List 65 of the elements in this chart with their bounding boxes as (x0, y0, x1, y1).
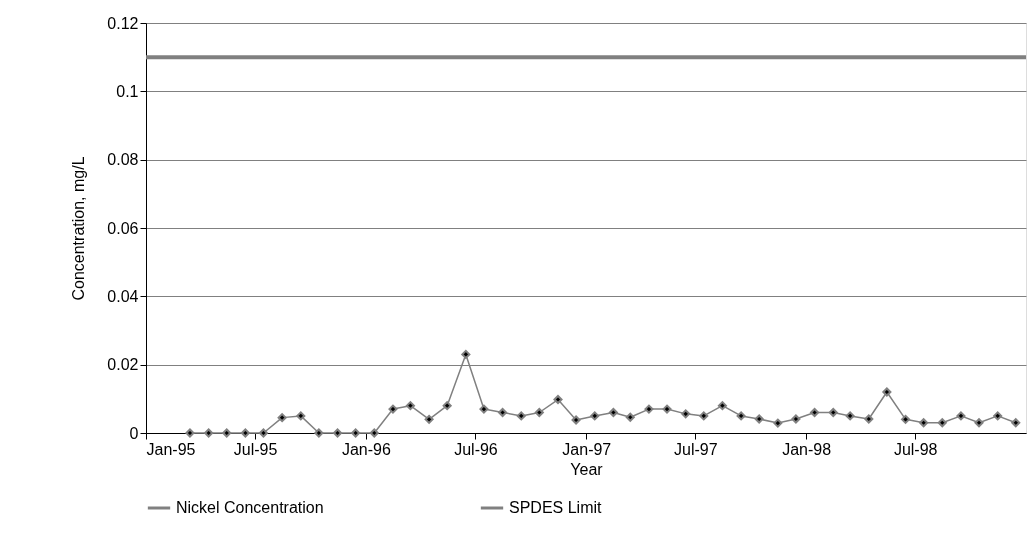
point (956, 411, 966, 421)
point (625, 412, 635, 422)
point (644, 404, 654, 414)
point (993, 411, 1003, 421)
x-tick-label: Jan-98 (782, 440, 832, 458)
x-tick-label: Jul-96 (454, 440, 498, 458)
point (388, 404, 398, 414)
point (864, 414, 874, 424)
point (405, 401, 415, 411)
x-tick-label: Jul-95 (233, 440, 278, 458)
point (479, 404, 489, 414)
point (258, 428, 268, 438)
x-tick-label: Jul-98 (893, 440, 938, 458)
point (553, 394, 563, 405)
legend-label: SPDES Limit (509, 499, 603, 516)
x-tick-label: Jul-97 (674, 440, 718, 458)
point (277, 413, 287, 423)
point (937, 418, 947, 428)
point (333, 428, 343, 438)
y-tick-label: 0.04 (107, 287, 139, 305)
point (240, 428, 250, 438)
point (516, 411, 526, 421)
point (828, 407, 838, 418)
point (185, 428, 195, 438)
point (810, 407, 820, 418)
point (699, 411, 709, 421)
point (845, 411, 855, 421)
point (204, 428, 214, 438)
y-tick-label: 0.08 (107, 151, 139, 169)
point (662, 404, 672, 414)
point (974, 418, 984, 428)
point (681, 409, 691, 419)
point (882, 387, 892, 397)
y-axis-title: Concentration, mg/L (70, 156, 88, 301)
point (369, 428, 379, 438)
point (222, 428, 232, 438)
point (754, 414, 764, 424)
point (461, 349, 471, 359)
x-tick-label: Jan-96 (341, 440, 391, 458)
point (351, 428, 361, 438)
point (1011, 418, 1021, 428)
point (590, 411, 600, 421)
point (901, 414, 911, 424)
y-tick-label: 0.12 (107, 14, 139, 32)
point (442, 401, 452, 411)
legend-label: Nickel Concentration (176, 499, 324, 516)
x-tick-label: Jan-97 (562, 440, 612, 458)
y-tick-label: 0 (129, 424, 139, 442)
point (498, 407, 508, 418)
point (571, 415, 581, 425)
point (314, 428, 324, 438)
point (608, 407, 618, 418)
y-tick-label: 0.06 (107, 219, 139, 237)
x-axis-title: Year (570, 460, 604, 478)
point (791, 414, 801, 424)
point (296, 411, 306, 421)
point (736, 411, 746, 421)
y-tick-label: 0.1 (116, 82, 139, 100)
point (919, 418, 929, 428)
point (773, 418, 783, 428)
point (424, 414, 434, 424)
point (534, 407, 544, 418)
x-tick-label: Jan-95 (146, 440, 196, 458)
y-tick-label: 0.02 (107, 356, 139, 374)
point (717, 401, 727, 411)
